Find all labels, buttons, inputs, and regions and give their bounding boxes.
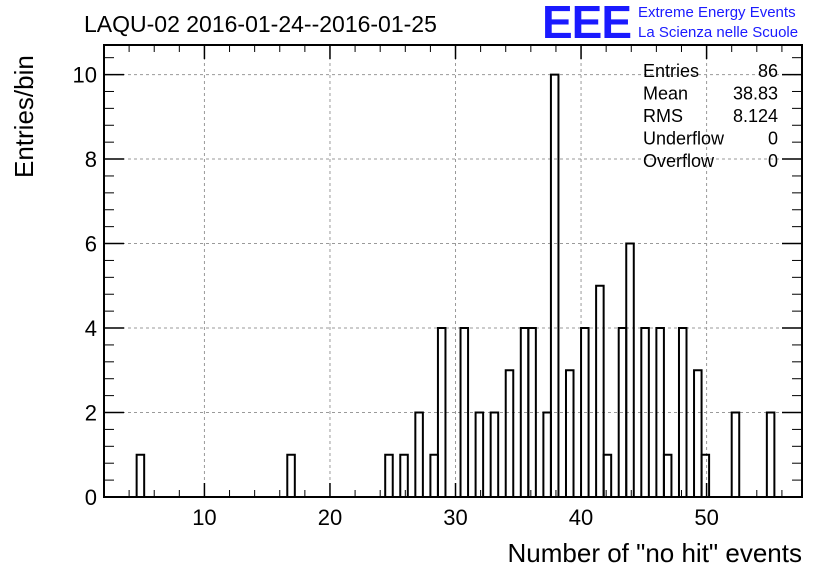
stats-label: Entries (643, 61, 699, 81)
x-axis-label: Number of "no hit" events (508, 538, 803, 568)
histogram-bin (504, 369, 515, 497)
eee-logo-mark: EEE (542, 0, 632, 48)
stats-box: Entries 86 Mean 38.83 RMS 8.124 Underflow 0 Over… (643, 61, 778, 171)
stats-label: Underflow (643, 129, 725, 149)
x-tick-label: 30 (443, 505, 467, 530)
histogram-bin (436, 327, 447, 497)
histogram-bin (693, 369, 703, 497)
histogram-bin (384, 453, 394, 497)
histogram-bin (414, 411, 424, 497)
histogram-bin (135, 453, 146, 497)
histogram-bin (602, 453, 613, 497)
histogram-bin (474, 411, 485, 497)
x-tick-label: 10 (192, 505, 216, 530)
stats-value: 8.124 (733, 106, 778, 126)
histogram-bin (564, 369, 575, 497)
y-axis-ticks (104, 57, 802, 498)
chart-title: LAQU-02 2016-01-24--2016-01-25 (84, 11, 437, 37)
stats-label: Overflow (643, 151, 715, 171)
y-axis-label: Entries/bin (9, 55, 39, 178)
stats-label: RMS (643, 106, 683, 126)
logo-line-1: Extreme Energy Events (638, 4, 796, 21)
stats-value: 0 (768, 129, 778, 149)
y-tick-label: 6 (85, 232, 97, 257)
y-tick-label: 4 (85, 316, 97, 341)
histogram-bin (580, 327, 590, 497)
histogram-bin (640, 327, 650, 497)
stats-value: 38.83 (733, 84, 778, 104)
histogram-bin (655, 327, 665, 497)
x-tick-label: 40 (569, 505, 593, 530)
grid-lines (104, 45, 802, 497)
histogram-bin (399, 453, 409, 497)
histogram-series (135, 73, 776, 497)
x-axis-ticks (103, 45, 783, 497)
histogram-bin (730, 411, 741, 497)
y-tick-label: 2 (85, 401, 97, 426)
logo-line-2: La Scienza nelle Scuole (638, 24, 799, 41)
x-axis-tick-labels: 10 20 30 40 50 (192, 505, 719, 530)
x-tick-label: 20 (318, 505, 342, 530)
x-tick-label: 50 (694, 505, 718, 530)
histogram-bin (677, 327, 688, 497)
y-tick-label: 8 (85, 147, 97, 172)
y-tick-label: 0 (85, 485, 97, 510)
histogram-bin (625, 242, 635, 497)
y-tick-label: 10 (73, 63, 97, 88)
histogram-bin (429, 453, 439, 497)
eee-logo: EEE Extreme Energy Events La Scienza nel… (542, 0, 832, 48)
stats-value: 86 (758, 61, 778, 81)
y-axis-tick-labels: 0 2 4 6 8 10 (73, 63, 97, 510)
histogram-bin (527, 327, 537, 497)
stats-value: 0 (768, 151, 778, 171)
histogram-bin (765, 411, 776, 497)
histogram-bin (489, 411, 500, 497)
histogram-bin (286, 453, 296, 497)
plot-frame (103, 44, 803, 498)
histogram-bin (459, 327, 470, 497)
histogram-bin (542, 411, 552, 497)
stats-label: Mean (643, 84, 688, 104)
histogram-bin (595, 284, 605, 497)
histogram-bin (700, 453, 711, 497)
histogram-bin (549, 73, 560, 497)
histogram-bin (662, 453, 673, 497)
